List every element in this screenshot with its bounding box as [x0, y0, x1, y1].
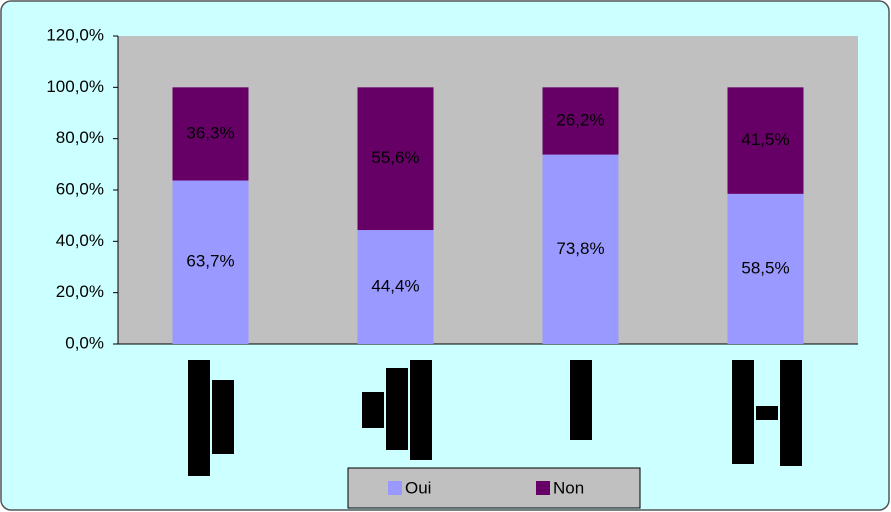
y-tick-label: 40,0%	[56, 231, 104, 250]
bar-segment	[357, 230, 434, 344]
value-label: 36,3%	[186, 123, 234, 142]
value-label: 41,5%	[741, 130, 789, 149]
bar-segment	[357, 87, 434, 231]
value-label: 58,5%	[741, 258, 789, 277]
y-tick-label: 80,0%	[56, 128, 104, 147]
y-tick-label: 120,0%	[46, 25, 104, 44]
legend-swatch	[536, 481, 550, 495]
y-tick-label: 100,0%	[46, 77, 104, 96]
legend-swatch	[388, 481, 402, 495]
y-tick-label: 60,0%	[56, 179, 104, 198]
bar-segment	[172, 180, 249, 344]
value-label: 55,6%	[371, 148, 419, 167]
value-label: 44,4%	[371, 277, 419, 296]
legend-label: Non	[553, 478, 584, 497]
redacted-labels	[188, 360, 802, 476]
y-tick-label: 0,0%	[65, 333, 104, 352]
y-tick-label: 20,0%	[56, 282, 104, 301]
value-label: 73,8%	[556, 239, 604, 258]
value-label: 26,2%	[556, 110, 604, 129]
legend-label: Oui	[405, 478, 431, 497]
bar-segment	[727, 87, 804, 194]
bar-segment	[172, 87, 249, 181]
bar-segment	[542, 154, 619, 344]
bar-segment	[727, 193, 804, 344]
value-label: 63,7%	[186, 252, 234, 271]
bar-segment	[542, 87, 619, 155]
